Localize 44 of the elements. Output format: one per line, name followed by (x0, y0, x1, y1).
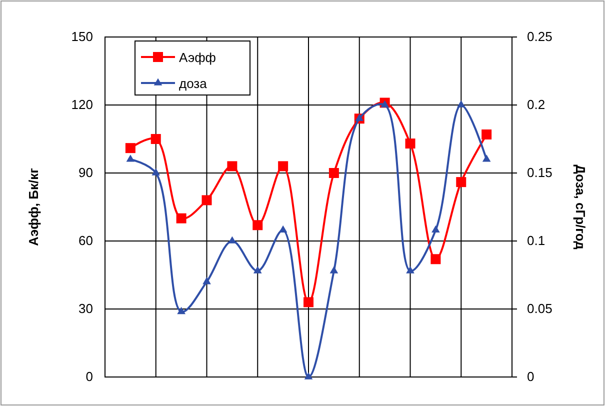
point (176, 213, 186, 224)
y-tick-label: 0 (86, 369, 93, 384)
y2-tick-label: 0 (527, 369, 534, 384)
point (177, 306, 186, 314)
y-tick-label: 30 (78, 301, 93, 316)
point (405, 138, 416, 149)
point (202, 276, 211, 284)
point (406, 266, 414, 274)
point (126, 154, 135, 162)
y2-tick-label: 0.15 (527, 165, 552, 180)
point (150, 134, 161, 144)
y2-tick-label: 0.1 (527, 233, 546, 248)
y-tick-label: 150 (71, 29, 93, 44)
legend-label: доза (179, 76, 208, 91)
point (328, 168, 339, 178)
point (227, 161, 238, 172)
point (202, 195, 212, 206)
point (252, 220, 263, 230)
y2-tick-label: 0.05 (527, 301, 552, 316)
point (456, 100, 466, 108)
point (278, 161, 288, 172)
legend-label: Аэфф (179, 50, 216, 65)
point (304, 372, 313, 380)
point (278, 225, 288, 233)
y2-tick-label: 0.2 (527, 97, 546, 112)
point (432, 225, 440, 233)
point (228, 236, 236, 244)
y-tick-label: 60 (78, 233, 93, 248)
point (330, 266, 338, 274)
y-tick-label: 90 (78, 165, 93, 180)
point (430, 254, 441, 264)
y2-tick-label: 0.25 (527, 29, 552, 44)
y2-axis-title: Доза, сГр/год (573, 164, 588, 250)
y-axis-title: Аэфф, Бк/кг (26, 167, 41, 246)
point (380, 100, 389, 108)
point (355, 114, 364, 122)
point (482, 154, 491, 162)
y-tick-label: 120 (71, 97, 93, 112)
point (125, 143, 136, 154)
point (456, 177, 466, 188)
point (482, 129, 492, 140)
point (152, 168, 160, 176)
point (304, 297, 314, 308)
point (253, 266, 262, 274)
